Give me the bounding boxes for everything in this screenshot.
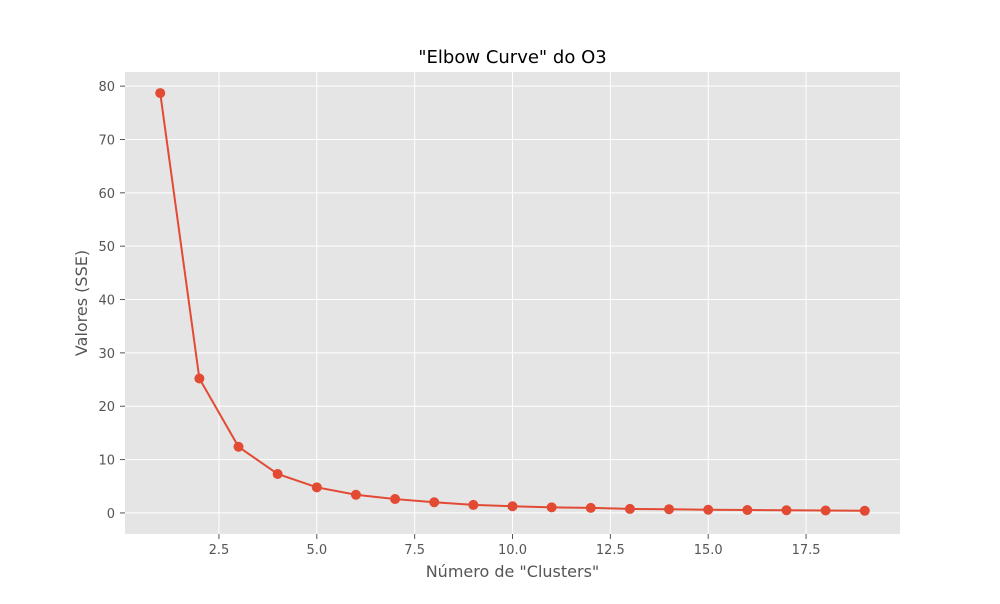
data-point [546, 502, 557, 513]
data-point [703, 504, 714, 515]
y-tick-label: 20 [98, 400, 115, 415]
data-point [194, 373, 205, 384]
x-tick-label: 15.0 [694, 543, 723, 558]
data-point [585, 502, 596, 513]
chart-title: "Elbow Curve" do O3 [418, 47, 606, 68]
y-tick-label: 30 [98, 347, 115, 362]
data-point [233, 441, 244, 452]
y-tick-label: 70 [98, 133, 115, 148]
data-point [781, 505, 792, 516]
data-point [272, 468, 283, 479]
data-point [429, 497, 440, 508]
data-point [468, 499, 479, 510]
x-axis-label: Número de "Clusters" [426, 562, 600, 581]
data-point [311, 482, 322, 493]
data-point [664, 504, 675, 515]
axis-ticks: 2.5 5.0 7.5 10.0 12.5 15.0 17.5 0 10 20 30 40 50 60 70… [98, 80, 820, 558]
x-tick-label: 17.5 [792, 543, 821, 558]
x-tick-label: 2.5 [209, 543, 230, 558]
data-point [155, 88, 166, 99]
grid [125, 72, 900, 534]
data-point [742, 504, 753, 515]
data-point [820, 505, 831, 516]
series [155, 88, 870, 516]
x-tick-label: 12.5 [596, 543, 625, 558]
y-tick-label: 50 [98, 240, 115, 255]
y-tick-label: 60 [98, 187, 115, 202]
data-point [507, 501, 518, 512]
data-point [390, 494, 401, 505]
data-point [624, 503, 635, 514]
y-tick-label: 0 [107, 507, 115, 522]
x-tick-label: 10.0 [498, 543, 527, 558]
x-tick-label: 5.0 [306, 543, 327, 558]
data-point [350, 489, 361, 500]
data-point [859, 505, 870, 516]
y-tick-label: 80 [98, 80, 115, 95]
y-axis-label: Valores (SSE) [72, 250, 91, 356]
y-tick-label: 10 [98, 454, 115, 469]
y-tick-label: 40 [98, 294, 115, 309]
x-tick-label: 7.5 [404, 543, 425, 558]
